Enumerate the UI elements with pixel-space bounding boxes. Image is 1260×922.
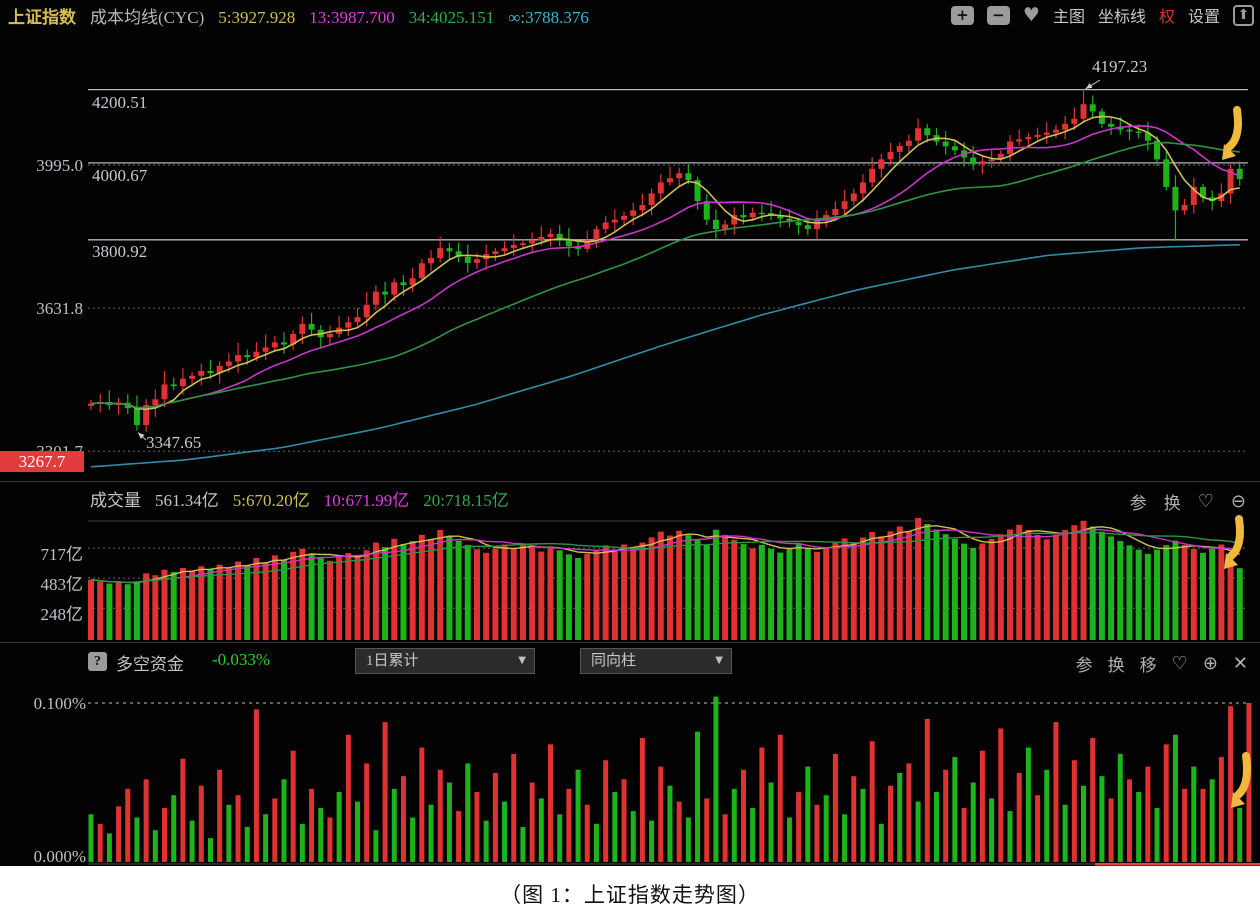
export-icon[interactable]: ⬆ [1233,4,1254,26]
volume-current: 561.34亿 [155,491,219,510]
ma13-value: 13:3987.700 [309,7,395,27]
volume-ma20: 20:718.15亿 [423,491,509,510]
high-annotation-label: 4197.23 [1092,57,1148,76]
volume-bars [88,517,1243,640]
chevron-down-icon: ▼ [715,655,723,666]
volume-header: 成交量 561.34亿 5:670.20亿 10:671.99亿 20:718.… [0,486,1260,516]
favorite-outline-icon[interactable]: ♡ [1171,652,1188,674]
style-dropdown-value: 同向柱 [591,653,637,669]
ma34-value: 34:4025.151 [408,7,495,27]
style-dropdown[interactable]: 同向柱 ▼ [580,648,732,674]
oscillator-current-value: -0.033% [212,650,271,669]
rights-adjust-button[interactable]: 权 [1158,9,1175,26]
chart-toolbar: + − ♥ 主图 坐标线 权 设置 ⬆ [950,0,1254,30]
axis-line-menu[interactable]: 坐标线 [1097,9,1146,26]
move-panel-button[interactable]: 移 [1139,655,1157,675]
sell-signal-arrow [1222,106,1242,160]
sell-signal-arrow [1231,752,1251,808]
chart-top-bar: 上证指数 成本均线(CYC) 5:3927.928 13:3987.700 34… [0,0,1260,30]
oscillator-toolbar: 参 换 移 ♡ ⊕ ✕ [1076,648,1248,678]
oscillator-bar-chart[interactable] [0,642,1260,866]
volume-title: 成交量 [90,491,141,510]
axis-tick-3995: 3995.0 [36,156,83,175]
oscillator-tick-top: 0.100% [33,694,86,713]
favorite-outline-icon[interactable]: ♡ [1197,490,1214,512]
volume-ma-10-line [90,528,1240,584]
parameters-button[interactable]: 参 [1075,655,1093,675]
index-info: 上证指数 成本均线(CYC) 5:3927.928 13:3987.700 34… [0,3,589,28]
volume-ma-5-line [90,525,1241,584]
panel-divider [0,481,1260,482]
zoom-out-button[interactable]: − [986,5,1010,25]
volume-toolbar: 参 换 ♡ ⊖ [1130,486,1246,516]
candles [88,90,1243,432]
favorite-icon[interactable]: ♥ [1022,4,1040,26]
main-chart-menu[interactable]: 主图 [1052,9,1085,26]
volume-bar-chart[interactable] [0,481,1260,642]
collapse-panel-icon[interactable]: ⊖ [1230,490,1246,512]
cost-ma-13-line [90,125,1241,409]
stock-chart-screenshot: 上证指数 成本均线(CYC) 5:3927.928 13:3987.700 34… [0,0,1260,866]
scrollbar-track [88,863,1095,865]
settings-button[interactable]: 设置 [1187,9,1220,26]
inf-cost-line [90,244,1240,468]
volume-ma10: 10:671.99亿 [323,491,410,510]
ref-line-label-4200: 4200.51 [92,93,148,112]
zoom-in-button[interactable]: + [950,5,974,25]
period-dropdown-value: 1日累计 [366,653,419,669]
switch-indicator-button[interactable]: 换 [1107,655,1125,675]
axis-tick-3631: 3631.8 [36,299,83,318]
volume-ma5: 5:670.20亿 [232,491,310,510]
inf-line-price-badge: 3267.7 [0,451,84,472]
parameters-button[interactable]: 参 [1129,493,1147,513]
oscillator-header: ? 多空资金 -0.033% 1日累计 ▼ 同向柱 ▼ 参 换 移 ♡ ⊕ ✕ [0,648,1260,678]
close-icon[interactable]: ✕ [1232,652,1248,674]
volume-tick-483: 483亿 [40,575,84,594]
oscillator-tick-bottom: 0.000% [33,847,86,866]
indicator-name: 成本均线(CYC) [90,7,205,27]
annotation-pointer-arrow [137,432,147,441]
chevron-down-icon: ▼ [518,655,526,666]
help-icon[interactable]: ? [88,652,107,671]
expand-panel-icon[interactable]: ⊕ [1202,652,1218,674]
ma-inf-value: ∞:3788.376 [508,7,589,27]
scrollbar-thumb [1095,863,1260,866]
period-dropdown[interactable]: 1日累计 ▼ [355,648,535,674]
volume-ma-20-line [90,531,1240,584]
annotation-pointer-arrow [1085,79,1101,90]
oscillator-title: 多空资金 [116,655,184,674]
ref-line-label-3800: 3800.92 [92,242,148,261]
switch-indicator-button[interactable]: 换 [1163,493,1181,513]
figure-caption: （图 1：上证指数走势图） [500,883,760,907]
ma5-value: 5:3927.928 [218,7,296,27]
main-candlestick-chart[interactable] [0,30,1260,481]
oscillator-bars [88,696,1252,862]
sell-signal-arrow [1224,515,1244,569]
document-footer: （图 1：上证指数走势图） [0,866,1260,922]
panel-divider [0,642,1260,643]
low-annotation-label: 3347.65 [146,433,202,452]
cost-ma-5-line [90,115,1240,411]
volume-tick-717: 717亿 [40,545,84,564]
cost-ma-34-line [90,141,1240,409]
volume-tick-248: 248亿 [40,605,84,624]
index-name: 上证指数 [8,7,76,27]
ref-line-label-4000: 4000.67 [92,166,148,185]
